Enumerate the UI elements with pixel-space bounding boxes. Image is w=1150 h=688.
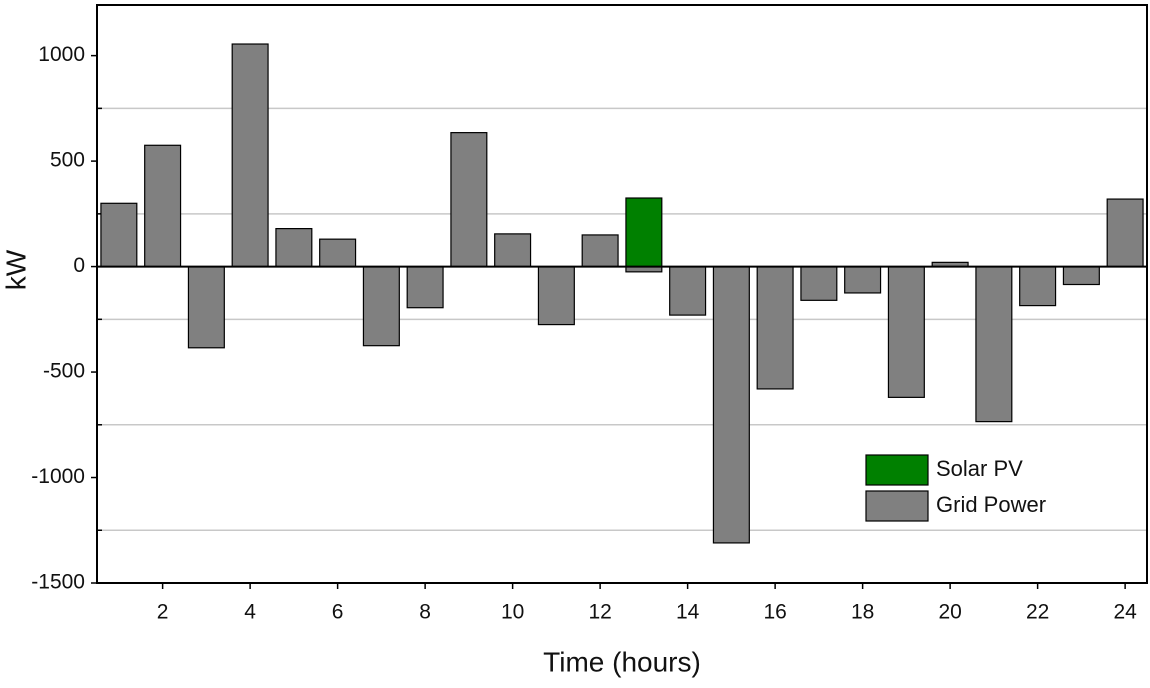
x-tick-label: 2: [157, 601, 169, 624]
plot-frame: [96, 4, 1148, 584]
legend-label: Solar PV: [936, 456, 1023, 481]
y-tick-label: 0: [73, 254, 85, 277]
bar: [975, 265, 1013, 423]
x-tick-label: 22: [1026, 601, 1049, 624]
x-tick-label: 6: [332, 601, 344, 624]
x-tick-label: 4: [244, 601, 256, 624]
y-tick-label: -500: [43, 360, 85, 383]
legend-label: Grid Power: [936, 492, 1046, 517]
x-tick-label: 16: [763, 601, 786, 624]
y-axis-label: kW: [0, 249, 31, 290]
bar: [756, 265, 794, 390]
bar: [1062, 265, 1100, 286]
bar: [1106, 198, 1144, 268]
bar: [406, 265, 444, 309]
bar: [362, 265, 400, 347]
y-tick-label: -1500: [31, 571, 85, 594]
x-tick-label: 14: [676, 601, 700, 624]
y-tick-label: 500: [50, 149, 85, 172]
bar: [187, 265, 225, 349]
bar: [231, 43, 269, 268]
bar: [625, 197, 663, 268]
x-tick-label: 10: [501, 601, 524, 624]
bar: [800, 265, 838, 301]
x-tick-label: 20: [938, 601, 961, 624]
y-tick-label: 1000: [38, 43, 85, 66]
bar: [844, 265, 882, 294]
bar: [537, 265, 575, 326]
bar: [581, 234, 619, 268]
legend-swatch: [865, 454, 929, 486]
x-tick-label: 8: [419, 601, 431, 624]
y-tick-label: -1000: [31, 465, 85, 488]
x-tick-label: 24: [1113, 601, 1137, 624]
bar: [144, 144, 182, 268]
bar: [1019, 265, 1057, 307]
x-axis-label: Time (hours): [543, 646, 701, 677]
x-tick-label: 18: [851, 601, 874, 624]
bar: [319, 238, 357, 268]
x-tick-label: 12: [588, 601, 611, 624]
bar: [887, 265, 925, 398]
bar: [275, 228, 313, 268]
bar: [712, 265, 750, 544]
bar: [494, 233, 532, 268]
bar: [450, 132, 488, 268]
legend-swatch: [865, 490, 929, 522]
bar: [100, 202, 138, 268]
bar: [669, 265, 707, 316]
